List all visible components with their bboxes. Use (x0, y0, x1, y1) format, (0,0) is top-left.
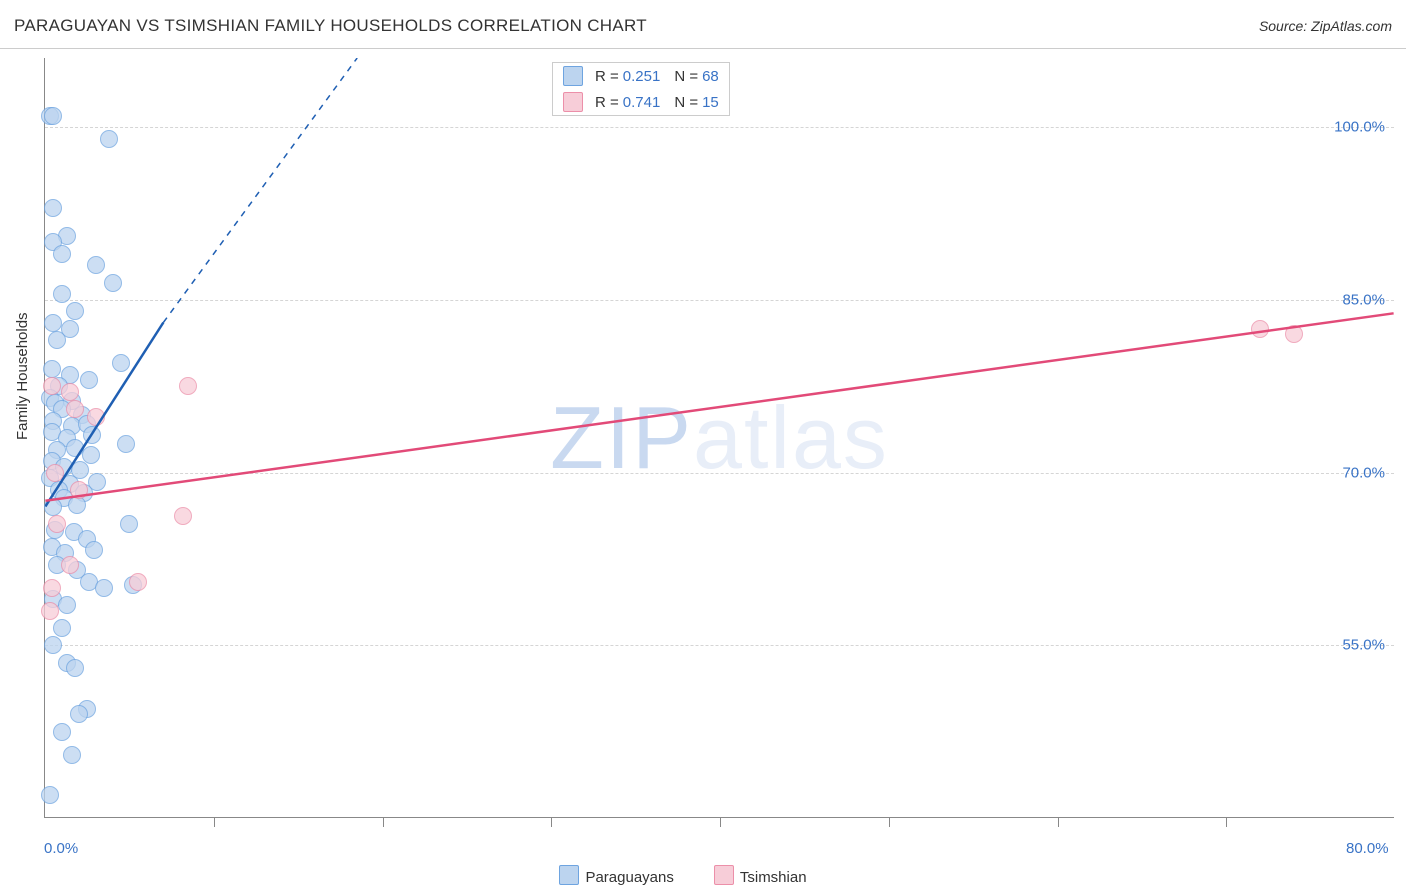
n-value: 15 (702, 94, 719, 111)
scatter-point (44, 636, 62, 654)
legend-swatch (714, 865, 734, 885)
r-value: 0.741 (623, 94, 661, 111)
scatter-point (120, 515, 138, 533)
r-value: 0.251 (623, 68, 661, 85)
y-tick-label: 100.0% (1315, 119, 1385, 136)
scatter-point (61, 383, 79, 401)
series-legend: Paraguayans Tsimshian (0, 865, 1406, 886)
scatter-point (87, 256, 105, 274)
scatter-point (83, 426, 101, 444)
chart-header: PARAGUAYAN VS TSIMSHIAN FAMILY HOUSEHOLD… (0, 0, 1406, 49)
scatter-point (87, 408, 105, 426)
scatter-point (53, 285, 71, 303)
scatter-plot: ZIPatlas 55.0%70.0%85.0%100.0% (44, 58, 1394, 818)
scatter-point (43, 377, 61, 395)
n-label: N = (674, 94, 698, 111)
scatter-point (174, 507, 192, 525)
x-tick (383, 817, 384, 827)
gridline-h (45, 473, 1394, 474)
legend-label: Paraguayans (585, 869, 673, 886)
scatter-point (66, 400, 84, 418)
scatter-point (104, 274, 122, 292)
scatter-point (53, 245, 71, 263)
x-tick (720, 817, 721, 827)
scatter-point (112, 354, 130, 372)
scatter-point (1285, 325, 1303, 343)
scatter-point (44, 107, 62, 125)
legend-swatch (563, 92, 583, 112)
regression-lines (45, 58, 1394, 817)
r-label: R = (595, 68, 619, 85)
correlation-legend: R =0.251 N =68 R =0.741 N =15 (552, 62, 730, 116)
scatter-point (53, 723, 71, 741)
scatter-point (58, 596, 76, 614)
y-axis-label: Family Households (14, 312, 31, 440)
x-tick (1058, 817, 1059, 827)
scatter-point (66, 659, 84, 677)
scatter-point (48, 331, 66, 349)
chart-title: PARAGUAYAN VS TSIMSHIAN FAMILY HOUSEHOLD… (14, 16, 647, 36)
scatter-point (129, 573, 147, 591)
y-tick-label: 55.0% (1315, 637, 1385, 654)
scatter-point (95, 579, 113, 597)
legend-row: R =0.741 N =15 (553, 89, 729, 115)
x-tick (214, 817, 215, 827)
gridline-h (45, 645, 1394, 646)
scatter-point (41, 786, 59, 804)
scatter-point (179, 377, 197, 395)
scatter-point (44, 199, 62, 217)
scatter-point (43, 360, 61, 378)
gridline-h (45, 127, 1394, 128)
legend-swatch (563, 66, 583, 86)
scatter-point (44, 314, 62, 332)
x-tick-label: 80.0% (1346, 840, 1389, 857)
scatter-point (1251, 320, 1269, 338)
r-label: R = (595, 94, 619, 111)
y-tick-label: 70.0% (1315, 464, 1385, 481)
scatter-point (117, 435, 135, 453)
scatter-point (70, 481, 88, 499)
x-tick (551, 817, 552, 827)
scatter-point (100, 130, 118, 148)
n-value: 68 (702, 68, 719, 85)
x-tick (889, 817, 890, 827)
legend-row: R =0.251 N =68 (553, 63, 729, 89)
scatter-point (43, 579, 61, 597)
scatter-point (46, 464, 64, 482)
x-tick-label: 0.0% (44, 840, 78, 857)
scatter-point (44, 498, 62, 516)
chart-source: Source: ZipAtlas.com (1259, 18, 1392, 34)
legend-label: Tsimshian (740, 869, 807, 886)
scatter-point (70, 705, 88, 723)
scatter-point (53, 619, 71, 637)
n-label: N = (674, 68, 698, 85)
legend-swatch (559, 865, 579, 885)
scatter-point (41, 602, 59, 620)
x-tick (1226, 817, 1227, 827)
scatter-point (66, 302, 84, 320)
scatter-point (80, 371, 98, 389)
scatter-point (48, 515, 66, 533)
scatter-point (85, 541, 103, 559)
scatter-point (63, 746, 81, 764)
y-tick-label: 85.0% (1315, 291, 1385, 308)
gridline-h (45, 300, 1394, 301)
scatter-point (61, 556, 79, 574)
